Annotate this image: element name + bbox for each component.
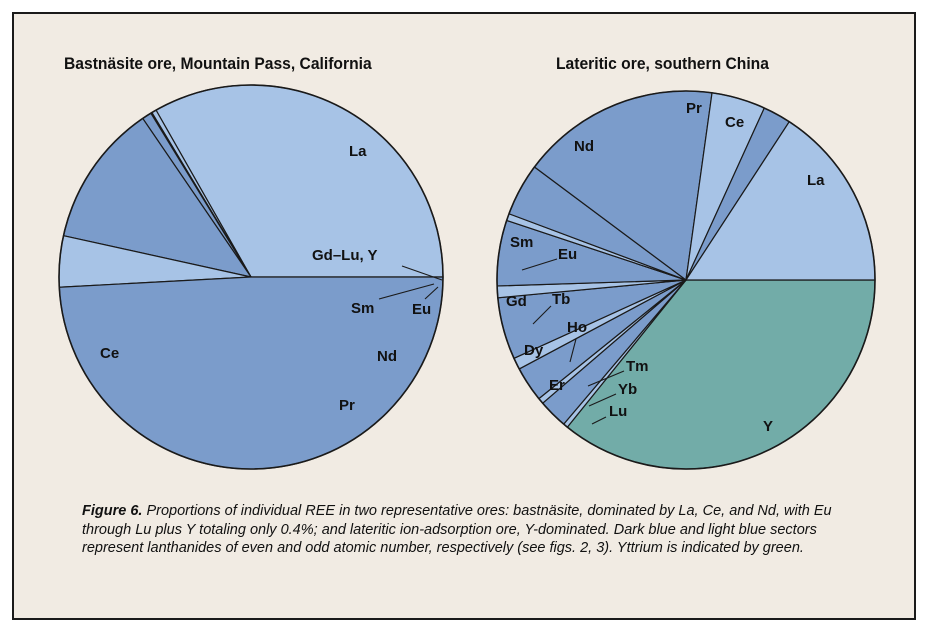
pie-1-label-pr: Pr (686, 100, 702, 117)
pie-0-outline (58, 84, 444, 470)
pie-0-label-eu: Eu (412, 301, 431, 318)
pie-1-label-tb: Tb (552, 291, 570, 308)
pie-1-label-ce: Ce (725, 114, 744, 131)
pie-1-leader-tb (532, 305, 552, 325)
pie-1-label-la: La (807, 172, 825, 189)
pie-1-leader-eu (521, 258, 558, 271)
pie-1-label-nd: Nd (574, 138, 594, 155)
bastnasite-chart-title: Bastnäsite ore, Mountain Pass, Californi… (64, 54, 372, 73)
pie-1-label-dy: Dy (524, 342, 544, 359)
pie-1-leader-lu (591, 416, 607, 425)
pie-1-leader-ho (569, 338, 577, 363)
pie-0-label-pr: Pr (339, 397, 355, 414)
pie-0-label-nd: Nd (377, 348, 397, 365)
pie-charts: La Gd–Lu, Y Eu Sm Nd Pr Ce Y Lu Yb Tm Er Ho Dy Tb Gd Eu S… (58, 84, 876, 470)
lateritic-chart-title: Lateritic ore, southern China (556, 54, 769, 73)
pie-0-leader-gd-lu-y (401, 265, 443, 281)
pie-0-label-ce: Ce (100, 345, 119, 362)
pie-0: La Gd–Lu, Y Eu Sm Nd Pr Ce (58, 84, 444, 470)
pie-1-label-tm: Tm (626, 358, 649, 375)
pie-1-outline (496, 90, 876, 470)
pie-0-label-gd-lu-y: Gd–Lu, Y (312, 247, 378, 264)
figure-caption: Figure 6. Proportions of individual REE … (82, 502, 862, 558)
pie-0-label-sm: Sm (351, 300, 374, 317)
pie-0-leader-sm (378, 283, 435, 300)
caption-text: Proportions of individual REE in two rep… (82, 503, 832, 556)
pie-1-leader-yb (588, 393, 617, 407)
pie-1-label-gd: Gd (506, 293, 527, 310)
pie-1-label-yb: Yb (618, 381, 637, 398)
pie-1-label-sm: Sm (510, 234, 533, 251)
pie-0-label-la: La (349, 143, 367, 160)
pie-0-leader-eu (424, 286, 439, 300)
pie-1-label-lu: Lu (609, 403, 627, 420)
pie-1-label-ho: Ho (567, 319, 587, 336)
pie-1-label-er: Er (549, 377, 565, 394)
caption-figure-label: Figure 6. (82, 503, 143, 519)
pie-1-leader-tm (587, 370, 625, 387)
pie-1: Y Lu Yb Tm Er Ho Dy Tb Gd Eu Sm Nd Pr Ce La (496, 90, 876, 470)
figure-panel: La Gd–Lu, Y Eu Sm Nd Pr Ce Y Lu Yb Tm Er Ho Dy Tb Gd Eu S… (12, 12, 916, 620)
pie-1-label-y: Y (763, 418, 773, 435)
pie-0-slice-ce (58, 276, 444, 470)
pie-1-label-eu: Eu (558, 246, 577, 263)
